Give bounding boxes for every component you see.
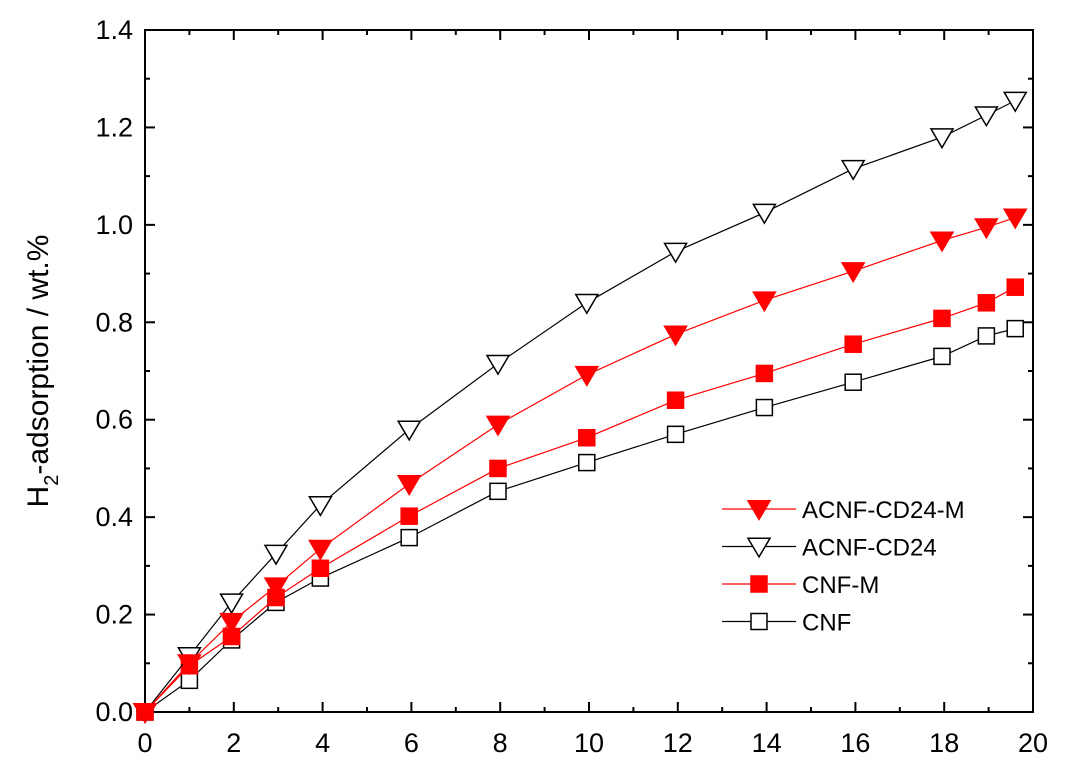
x-tick-label: 18 bbox=[929, 728, 959, 758]
data-point bbox=[263, 577, 289, 599]
y-axis-title-main: H bbox=[22, 486, 55, 508]
data-point bbox=[755, 364, 774, 383]
y-tick-label: 0.6 bbox=[95, 405, 133, 435]
x-tick-label: 14 bbox=[752, 728, 782, 758]
data-point bbox=[578, 453, 596, 472]
legend-item: ACNF-CD24 bbox=[722, 535, 937, 562]
data-point bbox=[1002, 91, 1028, 113]
data-point bbox=[1002, 208, 1028, 230]
axis-ticks bbox=[144, 29, 1034, 713]
data-point bbox=[974, 218, 999, 240]
data-point bbox=[844, 373, 862, 391]
data-point bbox=[219, 593, 244, 615]
data-point bbox=[752, 291, 777, 313]
legend-marker bbox=[746, 537, 772, 559]
y-tick-label: 1.2 bbox=[95, 112, 133, 142]
legend-marker bbox=[750, 575, 768, 593]
data-point bbox=[933, 347, 951, 366]
data-point bbox=[574, 365, 600, 387]
data-point bbox=[263, 544, 289, 566]
data-point bbox=[933, 309, 951, 328]
data-point bbox=[132, 703, 158, 724]
x-tick-label: 16 bbox=[840, 728, 870, 758]
y-tick-label: 0.4 bbox=[95, 502, 133, 532]
data-point bbox=[844, 335, 862, 353]
data-point bbox=[400, 507, 418, 525]
data-point bbox=[485, 354, 511, 376]
data-point bbox=[663, 325, 688, 347]
data-point bbox=[396, 475, 422, 496]
data-point bbox=[489, 459, 507, 478]
y-tick-label: 0.8 bbox=[95, 307, 133, 337]
y-axis-title: H2-adsorption / wt.% bbox=[22, 235, 63, 508]
data-point bbox=[974, 106, 999, 128]
series-line bbox=[144, 100, 1016, 713]
x-tick-label: 6 bbox=[404, 728, 419, 758]
data-point bbox=[755, 398, 774, 417]
y-tick-label: 1.0 bbox=[95, 210, 133, 240]
data-point bbox=[219, 612, 244, 634]
data-point bbox=[489, 482, 507, 501]
tick-labels: 0 2 4 6 8 10 12 14 16 18 20 0.0 0.2 0.4 0.6 0.8 1.0 1.2 1.… bbox=[95, 15, 1048, 758]
data-point bbox=[666, 391, 685, 409]
x-tick-label: 2 bbox=[226, 728, 241, 758]
x-tick-label: 0 bbox=[137, 728, 152, 758]
x-tick-label: 10 bbox=[574, 728, 604, 758]
y-tick-label: 0.0 bbox=[95, 697, 133, 727]
data-point bbox=[666, 425, 685, 444]
series-acnf-cd24-m bbox=[132, 208, 1028, 724]
data-point bbox=[400, 528, 418, 547]
data-point bbox=[574, 293, 600, 315]
data-point bbox=[578, 428, 596, 447]
series-acnf-cd24 bbox=[132, 91, 1028, 724]
data-point bbox=[752, 203, 777, 225]
legend-label: CNF bbox=[802, 610, 851, 637]
data-point bbox=[1006, 278, 1024, 296]
data-point bbox=[308, 539, 333, 561]
data-point bbox=[977, 294, 996, 312]
y-tick-label: 0.2 bbox=[95, 600, 133, 630]
legend-label: ACNF-CD24 bbox=[802, 535, 937, 562]
data-point bbox=[1006, 319, 1024, 338]
legend-label: ACNF-CD24-M bbox=[802, 497, 965, 524]
data-point bbox=[929, 128, 955, 150]
y-axis-title-rest: -adsorption / wt.% bbox=[22, 235, 55, 475]
data-point bbox=[177, 654, 202, 676]
data-point bbox=[485, 415, 511, 437]
data-point bbox=[977, 327, 996, 345]
data-point bbox=[840, 159, 866, 181]
data-point bbox=[929, 231, 955, 253]
data-point bbox=[840, 262, 866, 284]
y-tick-label: 1.4 bbox=[95, 15, 133, 45]
x-tick-label: 8 bbox=[493, 728, 508, 758]
legend-marker bbox=[746, 500, 772, 521]
x-tick-label: 12 bbox=[663, 728, 693, 758]
legend-item: ACNF-CD24-M bbox=[722, 497, 965, 524]
legend-item: CNF-M bbox=[722, 572, 879, 599]
legend: ACNF-CD24-M ACNF-CD24 CNF-M CNF bbox=[722, 497, 965, 637]
legend-item: CNF bbox=[722, 610, 851, 637]
legend-marker bbox=[750, 612, 768, 631]
data-point bbox=[396, 420, 422, 442]
data-point bbox=[308, 495, 333, 517]
x-tick-label: 20 bbox=[1018, 728, 1048, 758]
y-axis-title-subscript: 2 bbox=[41, 475, 63, 486]
x-tick-label: 4 bbox=[315, 728, 330, 758]
data-point bbox=[663, 242, 688, 264]
legend-label: CNF-M bbox=[802, 572, 879, 599]
series-layer bbox=[132, 91, 1028, 724]
data-point bbox=[311, 559, 330, 578]
